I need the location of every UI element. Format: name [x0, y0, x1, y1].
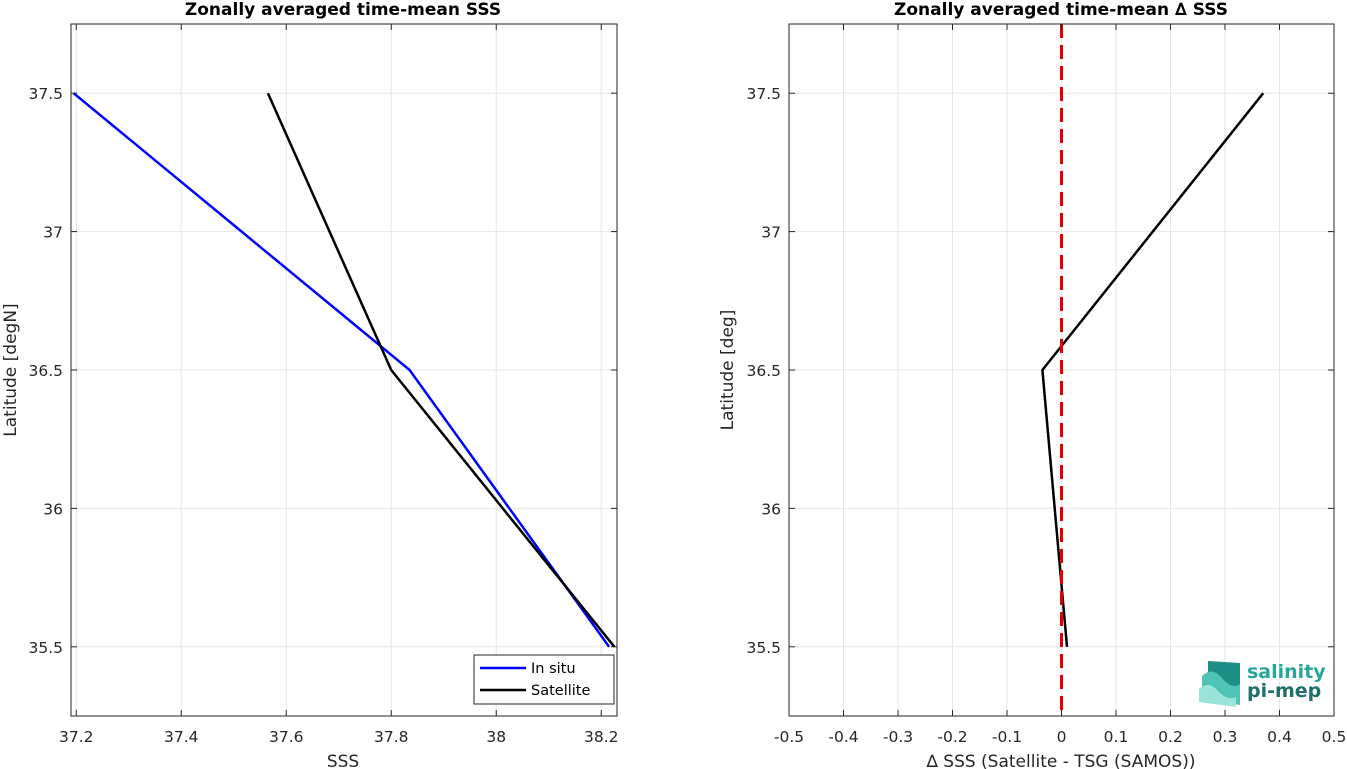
x-tick-label: -0.4 — [828, 728, 858, 746]
left-y-tick-labels: 35.5 36 36.5 37 37.5 — [28, 85, 63, 657]
x-tick-label: 37.2 — [59, 728, 94, 746]
legend-box — [473, 654, 615, 705]
y-tick-label: 36 — [43, 500, 63, 518]
x-tick-label: 0.1 — [1104, 728, 1129, 746]
left-panel: Zonally averaged time-mean SSS 37.2 37.4 3… — [1, 0, 619, 769]
x-tick-label: -0.3 — [883, 728, 913, 746]
right-series-group — [1041, 24, 1265, 716]
x-tick-label: 37.4 — [164, 728, 199, 746]
right-panel: Zonally averaged time-mean ∆ SSS -0.5 -0.… — [718, 0, 1346, 769]
right-y-axis-label: Latitude [deg] — [718, 310, 738, 431]
x-tick-label: 0.4 — [1267, 728, 1292, 746]
series-line-satellite — [266, 92, 616, 648]
logo-text-pi-mep: pi-mep — [1247, 680, 1321, 702]
y-tick-label: 36.5 — [28, 362, 63, 380]
left-x-axis-label: SSS — [327, 752, 359, 769]
y-tick-label: 35.5 — [28, 639, 63, 657]
right-x-axis-label: ∆ SSS (Satellite - TSG (SAMOS)) — [926, 752, 1196, 769]
x-tick-label: 37.6 — [269, 728, 304, 746]
right-chart-title: Zonally averaged time-mean ∆ SSS — [894, 0, 1228, 20]
series-line-in-situ — [72, 92, 611, 648]
y-tick-label: 36.5 — [746, 362, 781, 380]
x-tick-label: 37.8 — [374, 728, 409, 746]
left-series-group — [72, 92, 616, 648]
salinity-pi-mep-logo: salinity pi-mep — [1199, 661, 1326, 707]
right-ticks — [788, 24, 1335, 716]
y-tick-label: 37.5 — [746, 85, 781, 103]
series-line-delta-sss — [1041, 92, 1265, 647]
legend: In situ Satellite — [473, 654, 615, 705]
legend-label-in-situ: In situ — [531, 661, 576, 677]
x-tick-label: 0.2 — [1158, 728, 1183, 746]
left-ticks — [71, 24, 617, 716]
x-tick-label: -0.1 — [992, 728, 1022, 746]
x-tick-label: -0.5 — [774, 728, 804, 746]
wave-logo-icon — [1199, 661, 1240, 707]
x-tick-label: 0 — [1057, 728, 1067, 746]
y-tick-label: 37.5 — [28, 85, 63, 103]
x-tick-label: 0.3 — [1213, 728, 1238, 746]
x-tick-label: 0.5 — [1322, 728, 1347, 746]
y-tick-label: 37 — [43, 224, 63, 242]
y-tick-label: 35.5 — [746, 639, 781, 657]
left-x-tick-labels: 37.2 37.4 37.6 37.8 38 38.2 — [59, 728, 619, 746]
x-tick-label: 38.2 — [584, 728, 619, 746]
y-tick-label: 37 — [761, 224, 781, 242]
legend-label-satellite: Satellite — [531, 683, 590, 699]
x-tick-label: 38 — [486, 728, 506, 746]
right-y-tick-labels: 35.5 36 36.5 37 37.5 — [746, 85, 781, 657]
left-grid — [71, 24, 617, 716]
logo-text-salinity: salinity — [1247, 661, 1326, 683]
left-y-axis-label: Latitude [degN] — [1, 303, 21, 436]
left-chart-title: Zonally averaged time-mean SSS — [185, 0, 501, 20]
x-tick-label: -0.2 — [937, 728, 967, 746]
y-tick-label: 36 — [761, 500, 781, 518]
right-x-tick-labels: -0.5 -0.4 -0.3 -0.2 -0.1 0 0.1 0.2 0.3 0.4 0.5 — [774, 728, 1346, 746]
